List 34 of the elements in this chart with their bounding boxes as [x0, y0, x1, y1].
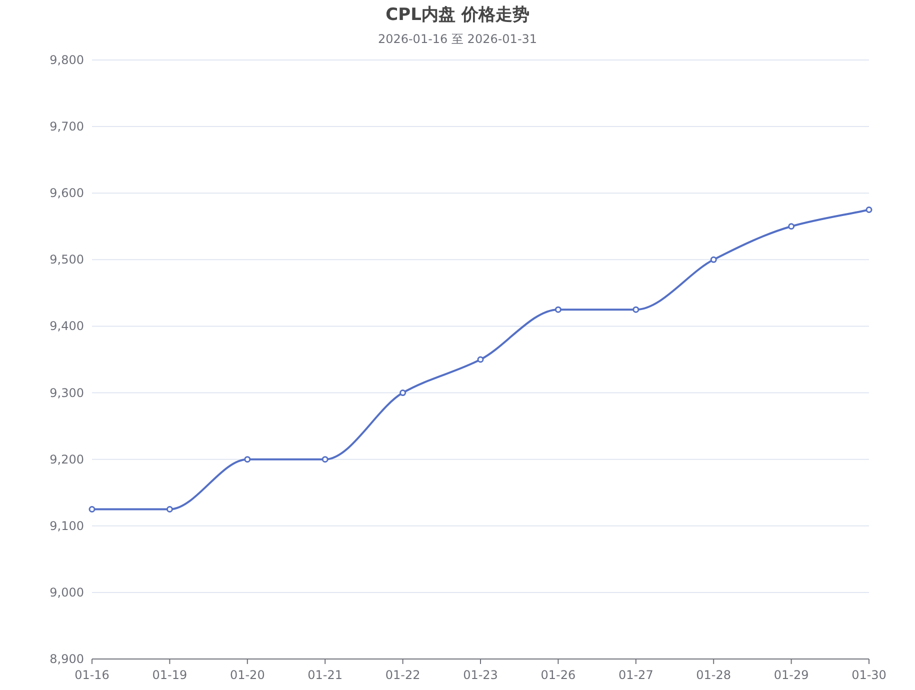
- point: [632, 306, 640, 313]
- x-tick-label: 01-27: [618, 668, 654, 682]
- point: [88, 506, 96, 512]
- x-tick-label: 01-28: [696, 668, 732, 682]
- x-tick-label: 01-26: [540, 668, 576, 682]
- point: [166, 506, 173, 512]
- point: [244, 456, 251, 463]
- point: [477, 356, 484, 363]
- y-tick-label: 9,200: [50, 452, 84, 466]
- x-tick-label: 01-20: [230, 668, 265, 682]
- y-tick-label: 9,600: [50, 186, 84, 200]
- point: [554, 306, 562, 313]
- x-tick-label: 01-21: [308, 668, 343, 682]
- y-tick-label: 9,800: [50, 53, 84, 67]
- y-tick-label: 8,900: [50, 652, 84, 666]
- chart-subtitle: 2026-01-16 至 2026-01-31: [378, 32, 538, 46]
- point: [710, 256, 717, 263]
- x-tick-label: 01-22: [385, 668, 420, 682]
- x-tick-label: 01-30: [852, 668, 886, 682]
- y-tick-label: 9,100: [50, 518, 84, 533]
- chart-title: CPL内盘 价格走势: [386, 5, 530, 25]
- y-tick-label: 9,000: [50, 585, 84, 600]
- y-tick-label: 9,400: [50, 319, 84, 334]
- x-tick-label: 01-23: [463, 668, 498, 682]
- y-tick-label: 9,500: [50, 252, 84, 267]
- x-tick-label: 01-19: [152, 668, 188, 682]
- y-tick-label: 9,700: [50, 120, 84, 134]
- y-tick-label: 9,300: [50, 386, 84, 400]
- point: [400, 390, 406, 396]
- point: [788, 223, 795, 230]
- x-tick-label: 01-29: [774, 668, 809, 682]
- point: [866, 206, 872, 213]
- x-tick-label: 01-16: [74, 668, 110, 682]
- point: [322, 456, 328, 463]
